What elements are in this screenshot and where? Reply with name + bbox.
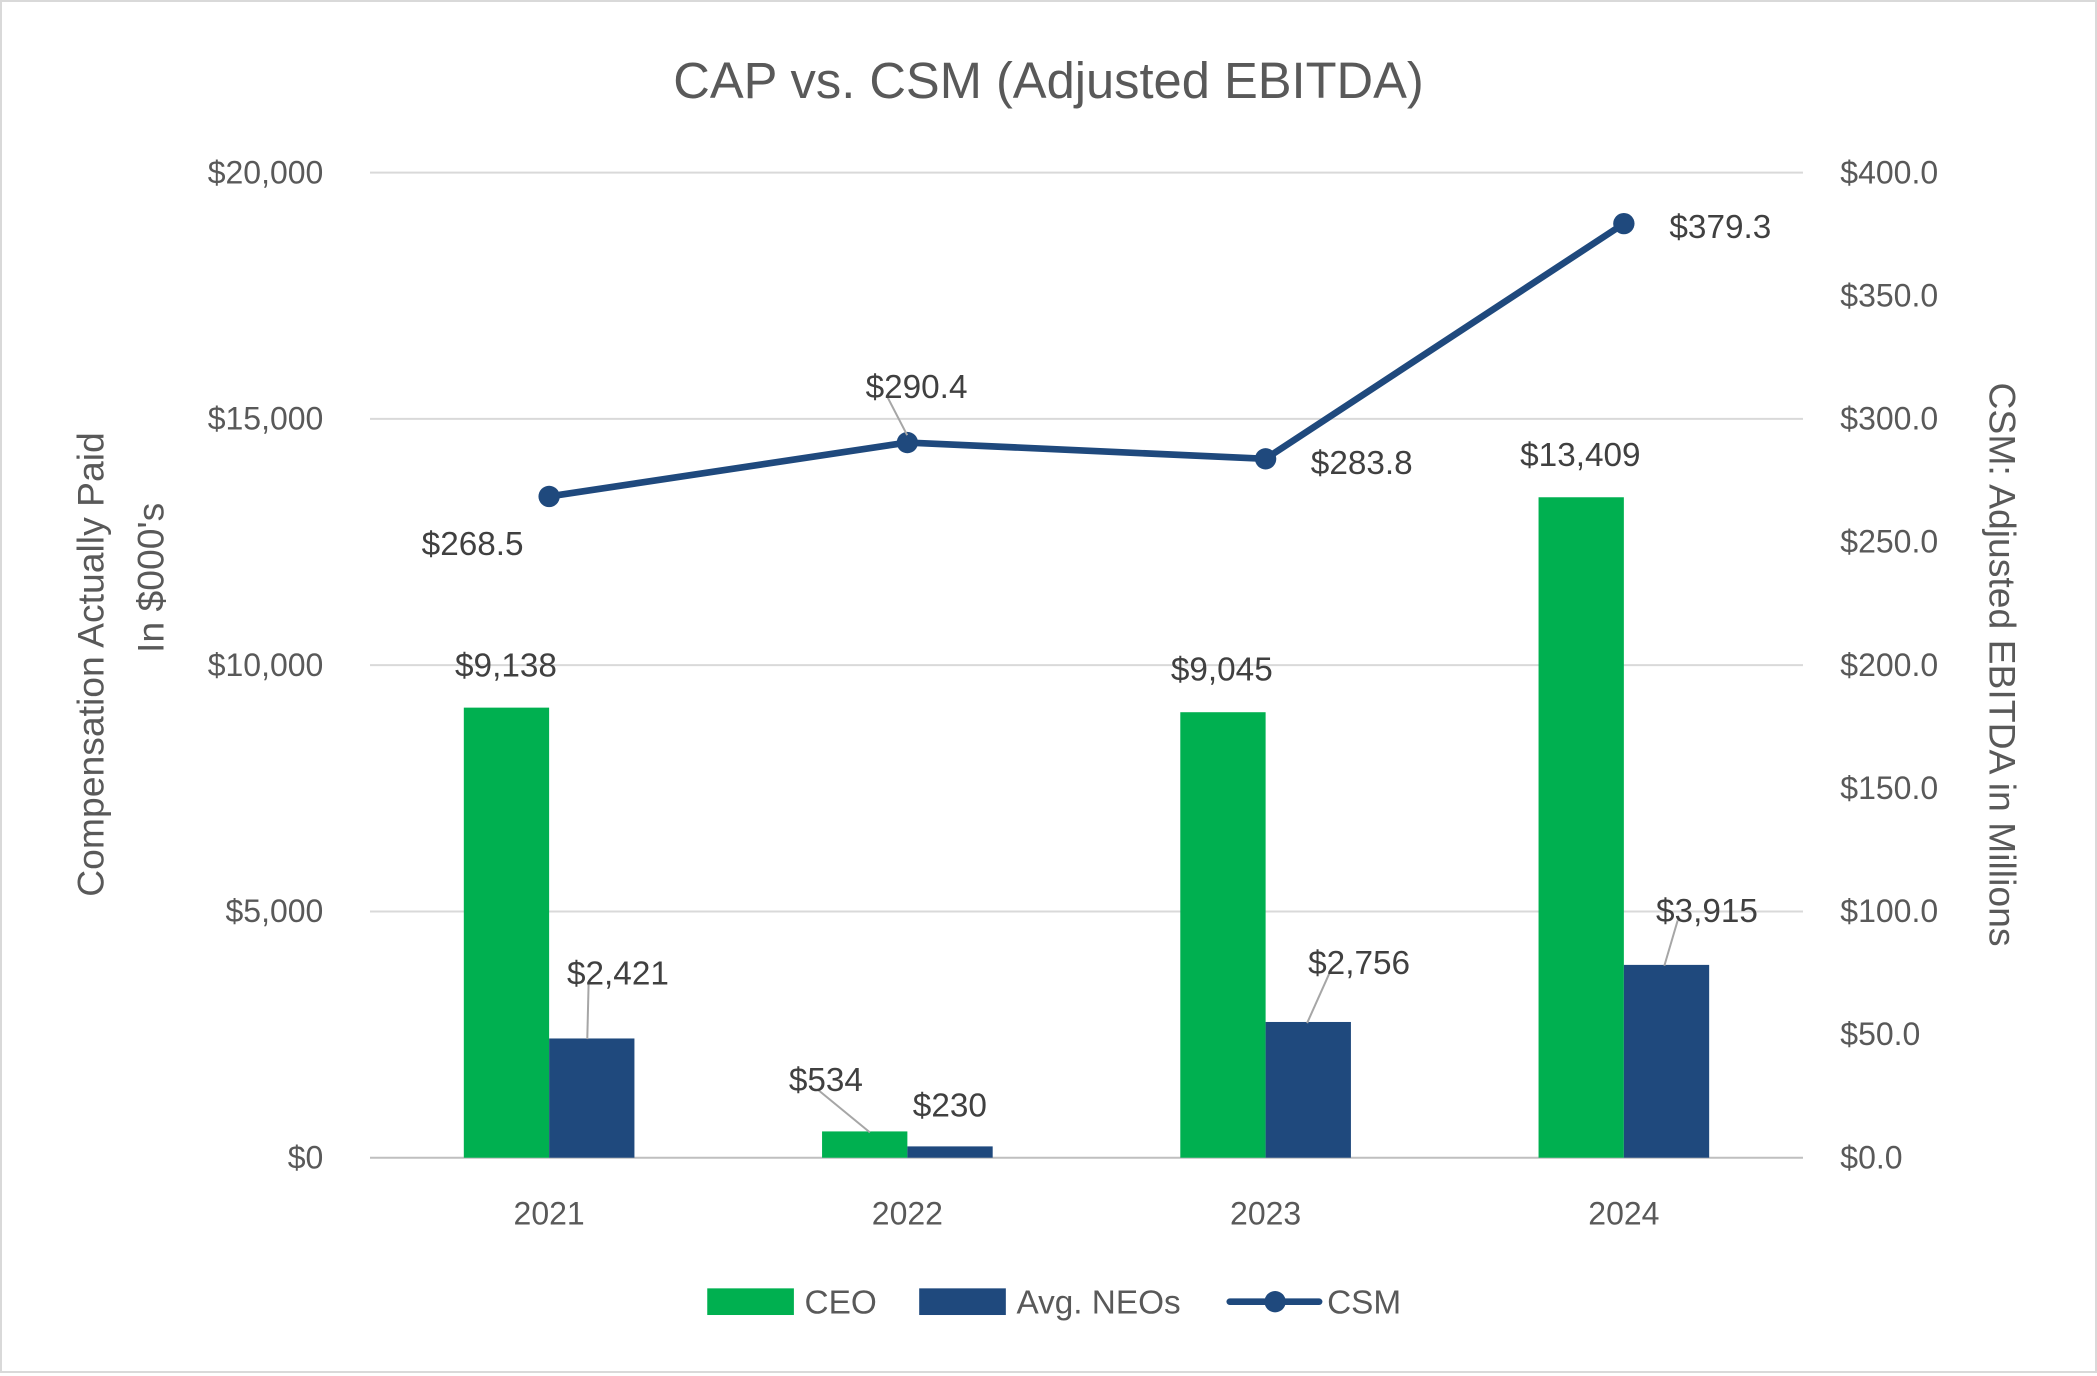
ceo-data-label: $534 (789, 1062, 863, 1099)
neo-bar (549, 1038, 635, 1158)
csm-data-label: $290.4 (866, 369, 968, 406)
ceo-bar (463, 707, 550, 1158)
y-axis-left-label-line2: In $000's (129, 503, 171, 653)
legend: CEO Avg. NEOs CSM (707, 1285, 1401, 1322)
ceo-bar (822, 1131, 908, 1158)
ceo-data-label: $9,138 (455, 648, 557, 685)
y-tick-left: $20,000 (208, 154, 324, 190)
legend-csm-label: CSM (1327, 1285, 1401, 1322)
csm-data-label: $379.3 (1669, 209, 1771, 246)
y-tick-right: $350.0 (1840, 277, 1938, 313)
leader-line (1306, 972, 1331, 1024)
ceo-bar (1538, 497, 1624, 1158)
csm-data-label: $283.8 (1311, 445, 1413, 482)
ceo-bar (1180, 712, 1266, 1158)
y-axis-right-label: CSM: Adjusted EBITDA in Millions (1982, 382, 2024, 946)
csm-point (1613, 212, 1635, 235)
neo-bar (1623, 964, 1710, 1158)
x-tick: 2023 (1230, 1195, 1301, 1231)
y-tick-right: $150.0 (1840, 770, 1938, 806)
chart-title: CAP vs. CSM (Adjusted EBITDA) (673, 52, 1423, 109)
y-tick-left: $15,000 (208, 401, 324, 437)
neo-bar (907, 1146, 993, 1158)
csm-line (548, 220, 1626, 500)
leader-line (1663, 920, 1679, 967)
legend-neo-label: Avg. NEOs (1017, 1285, 1181, 1322)
csm-data-label: $268.5 (422, 526, 524, 563)
y-tick-right: $200.0 (1840, 647, 1938, 683)
csm-point (538, 485, 560, 508)
y-tick-left: $10,000 (208, 647, 324, 683)
neo-data-label: $230 (913, 1087, 987, 1124)
legend-csm-marker (1264, 1291, 1286, 1313)
neo-data-label: $2,421 (567, 955, 669, 992)
ceo-data-label: $13,409 (1520, 437, 1640, 474)
neo-bar (1265, 1021, 1351, 1158)
legend-ceo-swatch (707, 1288, 794, 1316)
legend-neo-swatch (919, 1288, 1006, 1316)
leader-line (886, 396, 909, 436)
x-tick: 2021 (514, 1195, 585, 1231)
neo-data-label: $2,756 (1308, 945, 1410, 982)
y-tick-left: $5,000 (226, 893, 324, 929)
y-tick-right: $400.0 (1840, 154, 1938, 190)
ceo-data-label: $9,045 (1171, 652, 1273, 689)
x-tick: 2024 (1588, 1195, 1659, 1231)
legend-ceo-label: CEO (805, 1285, 877, 1322)
y-tick-left: $0 (288, 1139, 324, 1175)
y-tick-right: $300.0 (1840, 401, 1938, 437)
neo-data-label: $3,915 (1656, 893, 1758, 930)
leader-line (817, 1088, 871, 1134)
y-axis-left-label-line1: Compensation Actually Paid (69, 432, 111, 897)
csm-point (1254, 448, 1277, 470)
y-tick-right: $100.0 (1840, 893, 1938, 929)
x-tick: 2022 (872, 1195, 943, 1231)
leader-line (586, 983, 590, 1040)
csm-point (896, 431, 919, 454)
y-tick-right: $50.0 (1840, 1016, 1920, 1052)
y-tick-right: $0.0 (1840, 1139, 1902, 1175)
y-tick-right: $250.0 (1840, 524, 1938, 560)
